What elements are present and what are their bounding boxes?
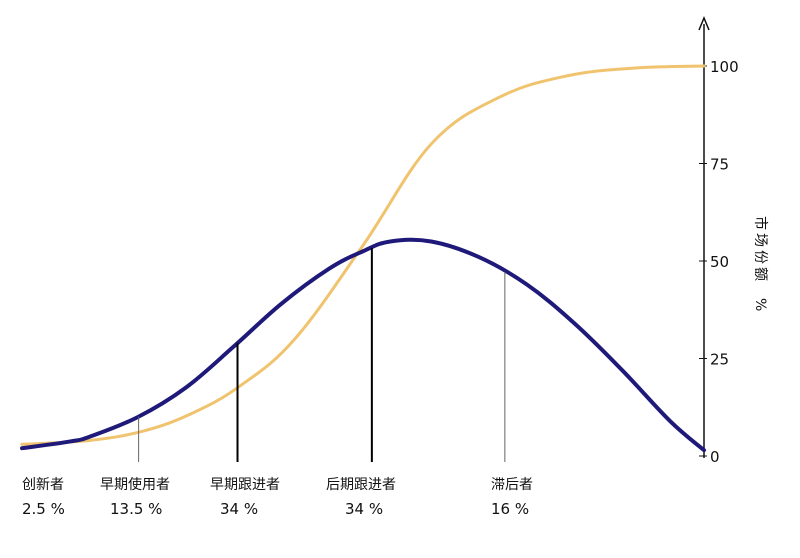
y-axis-label-char: 场 (752, 233, 768, 247)
segment-percent: 13.5 % (110, 500, 162, 518)
segment-name: 后期跟进者 (326, 477, 396, 493)
segment-name: 早期跟进者 (210, 477, 280, 493)
segment-percent: 34 % (345, 500, 383, 518)
y-axis-label-char: 额 (752, 267, 768, 281)
segment-name: 创新者 (22, 477, 64, 493)
segment-name: 早期使用者 (100, 476, 170, 493)
y-tick-label: 50 (710, 253, 729, 271)
segment-percent: 34 % (220, 500, 258, 518)
y-tick-label: 100 (710, 58, 739, 76)
y-tick-label: 0 (710, 448, 720, 466)
series-line-adoption (20, 237, 706, 453)
segment-percent: 16 % (491, 500, 529, 518)
y-tick-label: 25 (710, 351, 729, 369)
series-line-cumulative (20, 64, 706, 446)
y-axis-arrow (698, 16, 710, 31)
y-axis-unit: % (752, 298, 768, 311)
y-axis-label-char: 市 (752, 216, 769, 230)
segment-name: 滞后者 (491, 477, 533, 493)
segment-percent: 2.5 % (22, 500, 65, 518)
y-axis-label-char: 份 (752, 250, 768, 264)
y-tick-label: 75 (710, 156, 729, 174)
